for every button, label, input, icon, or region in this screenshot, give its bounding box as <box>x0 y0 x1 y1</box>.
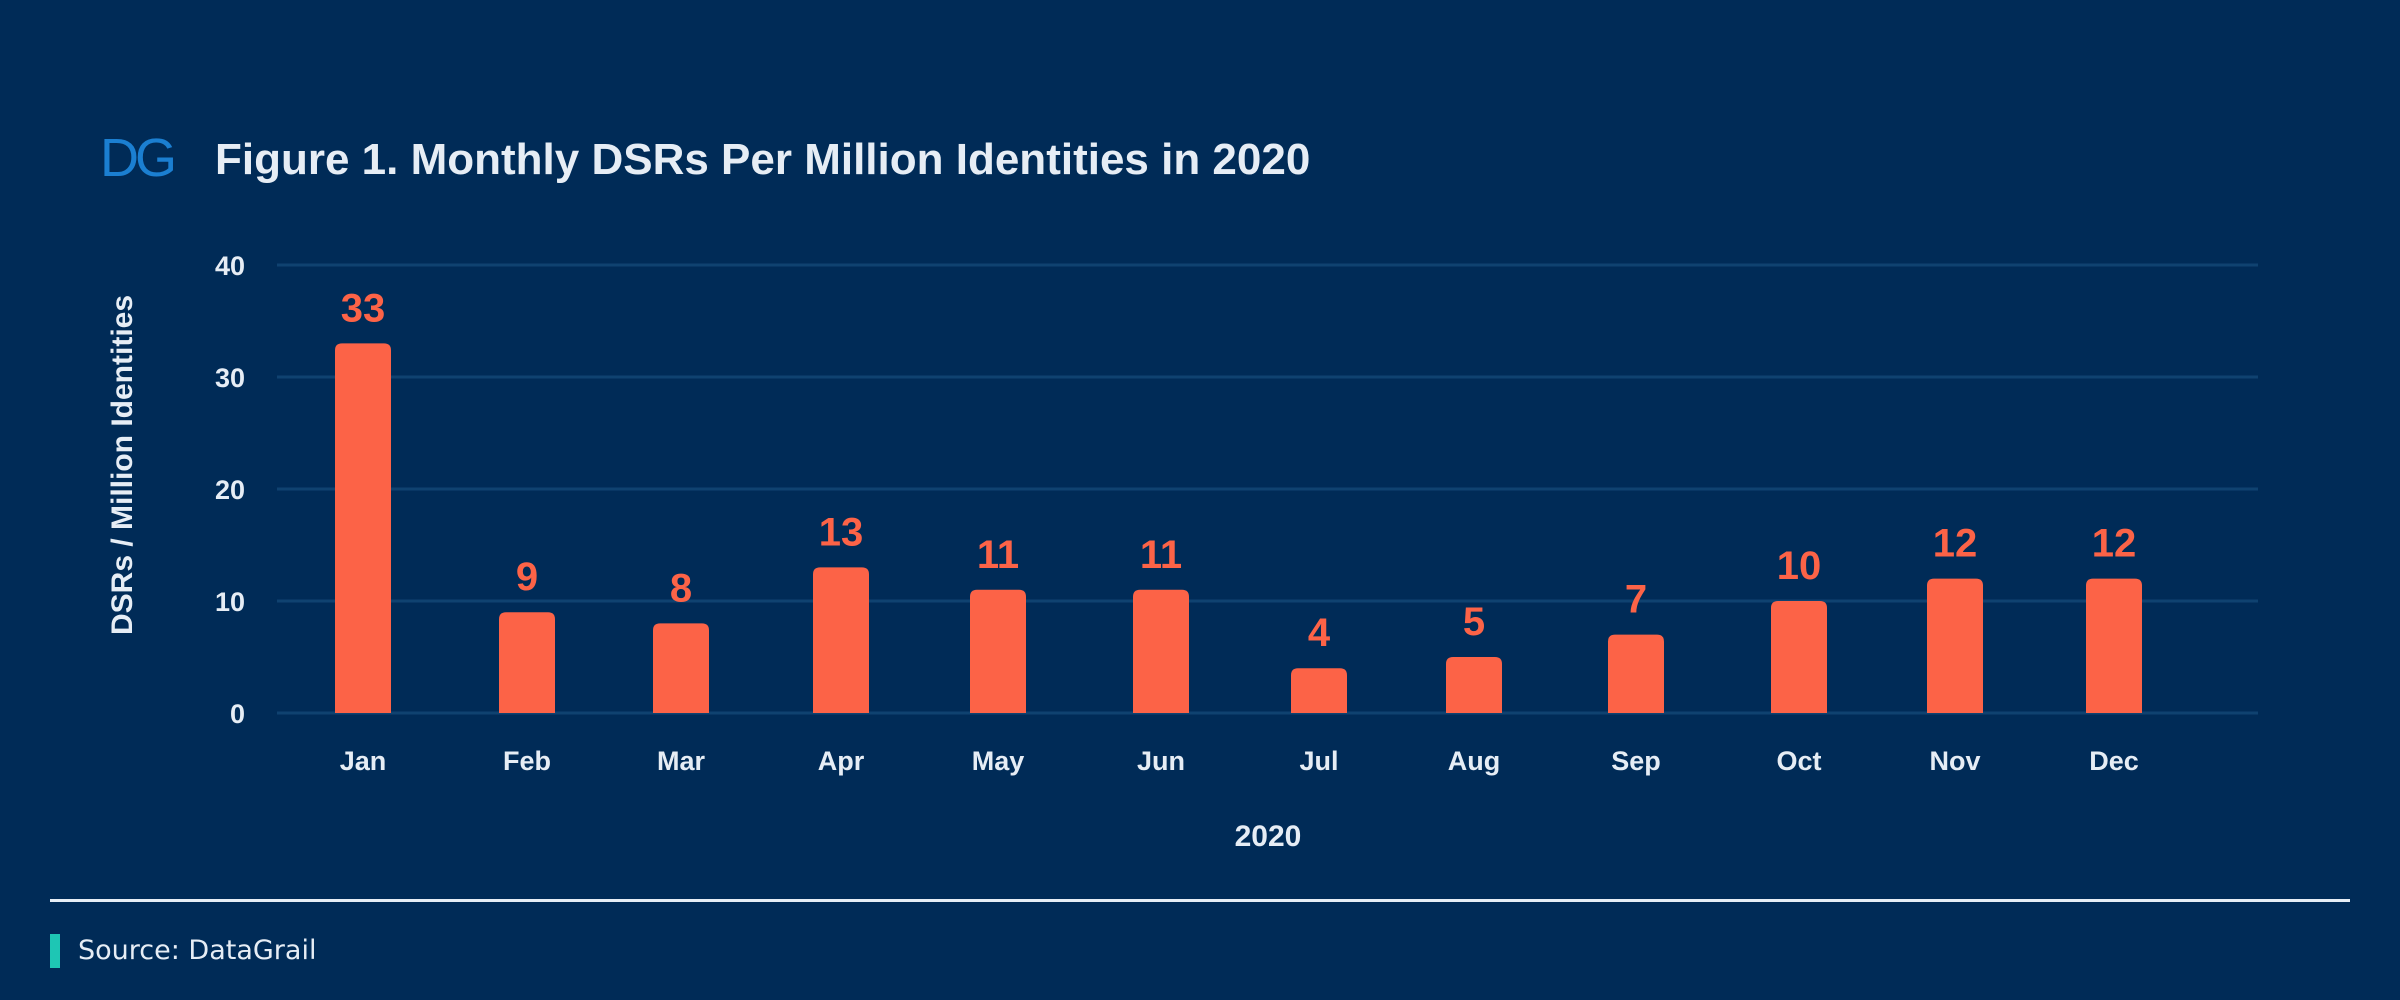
bar-mar <box>653 623 709 713</box>
x-axis-label: 2020 <box>1235 820 1302 853</box>
y-tick-label: 20 <box>215 475 245 505</box>
data-label-dec: 12 <box>2092 522 2137 566</box>
bar-aug <box>1446 657 1502 713</box>
y-tick-label: 10 <box>215 587 245 617</box>
data-label-nov: 12 <box>1933 522 1978 566</box>
bar-feb <box>499 612 555 713</box>
x-tick-label: Apr <box>818 746 865 776</box>
data-label-sep: 7 <box>1625 578 1647 622</box>
bar-jul <box>1291 668 1347 713</box>
source-accent-bar <box>50 934 60 968</box>
data-label-mar: 8 <box>670 566 692 610</box>
bar-apr <box>813 567 869 713</box>
y-tick-label: 40 <box>215 251 245 281</box>
bar-sep <box>1608 634 1664 713</box>
bar-dec <box>2086 578 2142 713</box>
x-tick-label: May <box>972 746 1025 776</box>
bar-jun <box>1133 589 1189 713</box>
x-tick-label: Jul <box>1299 746 1338 776</box>
y-axis-label: DSRs / Million Identities <box>106 295 139 635</box>
data-label-jan: 33 <box>341 286 386 330</box>
x-tick-label: Oct <box>1776 746 1821 776</box>
bar-nov <box>1927 578 1983 713</box>
x-tick-label: Jan <box>340 746 387 776</box>
x-tick-label: Dec <box>2089 746 2139 776</box>
data-label-may: 11 <box>977 533 1019 577</box>
x-tick-label: Aug <box>1448 746 1500 776</box>
data-label-aug: 5 <box>1463 600 1485 644</box>
data-label-jun: 11 <box>1140 533 1182 577</box>
x-tick-label: Sep <box>1611 746 1661 776</box>
y-tick-label: 0 <box>230 699 245 729</box>
chart-title: Figure 1. Monthly DSRs Per Million Ident… <box>215 135 1310 184</box>
x-tick-label: Jun <box>1137 746 1185 776</box>
bar-oct <box>1771 601 1827 713</box>
data-label-apr: 13 <box>819 510 864 554</box>
bar-may <box>970 589 1026 713</box>
x-tick-label: Feb <box>503 746 551 776</box>
data-label-jul: 4 <box>1308 611 1331 655</box>
source-note: Source: DataGrail <box>78 935 317 966</box>
datagrail-logo: DG <box>100 128 173 188</box>
data-label-feb: 9 <box>516 555 538 599</box>
y-tick-label: 30 <box>215 363 245 393</box>
data-label-oct: 10 <box>1777 544 1822 588</box>
x-tick-label: Nov <box>1929 746 1980 776</box>
bar-jan <box>335 343 391 713</box>
footer-divider <box>50 899 2350 902</box>
x-tick-label: Mar <box>657 746 706 776</box>
